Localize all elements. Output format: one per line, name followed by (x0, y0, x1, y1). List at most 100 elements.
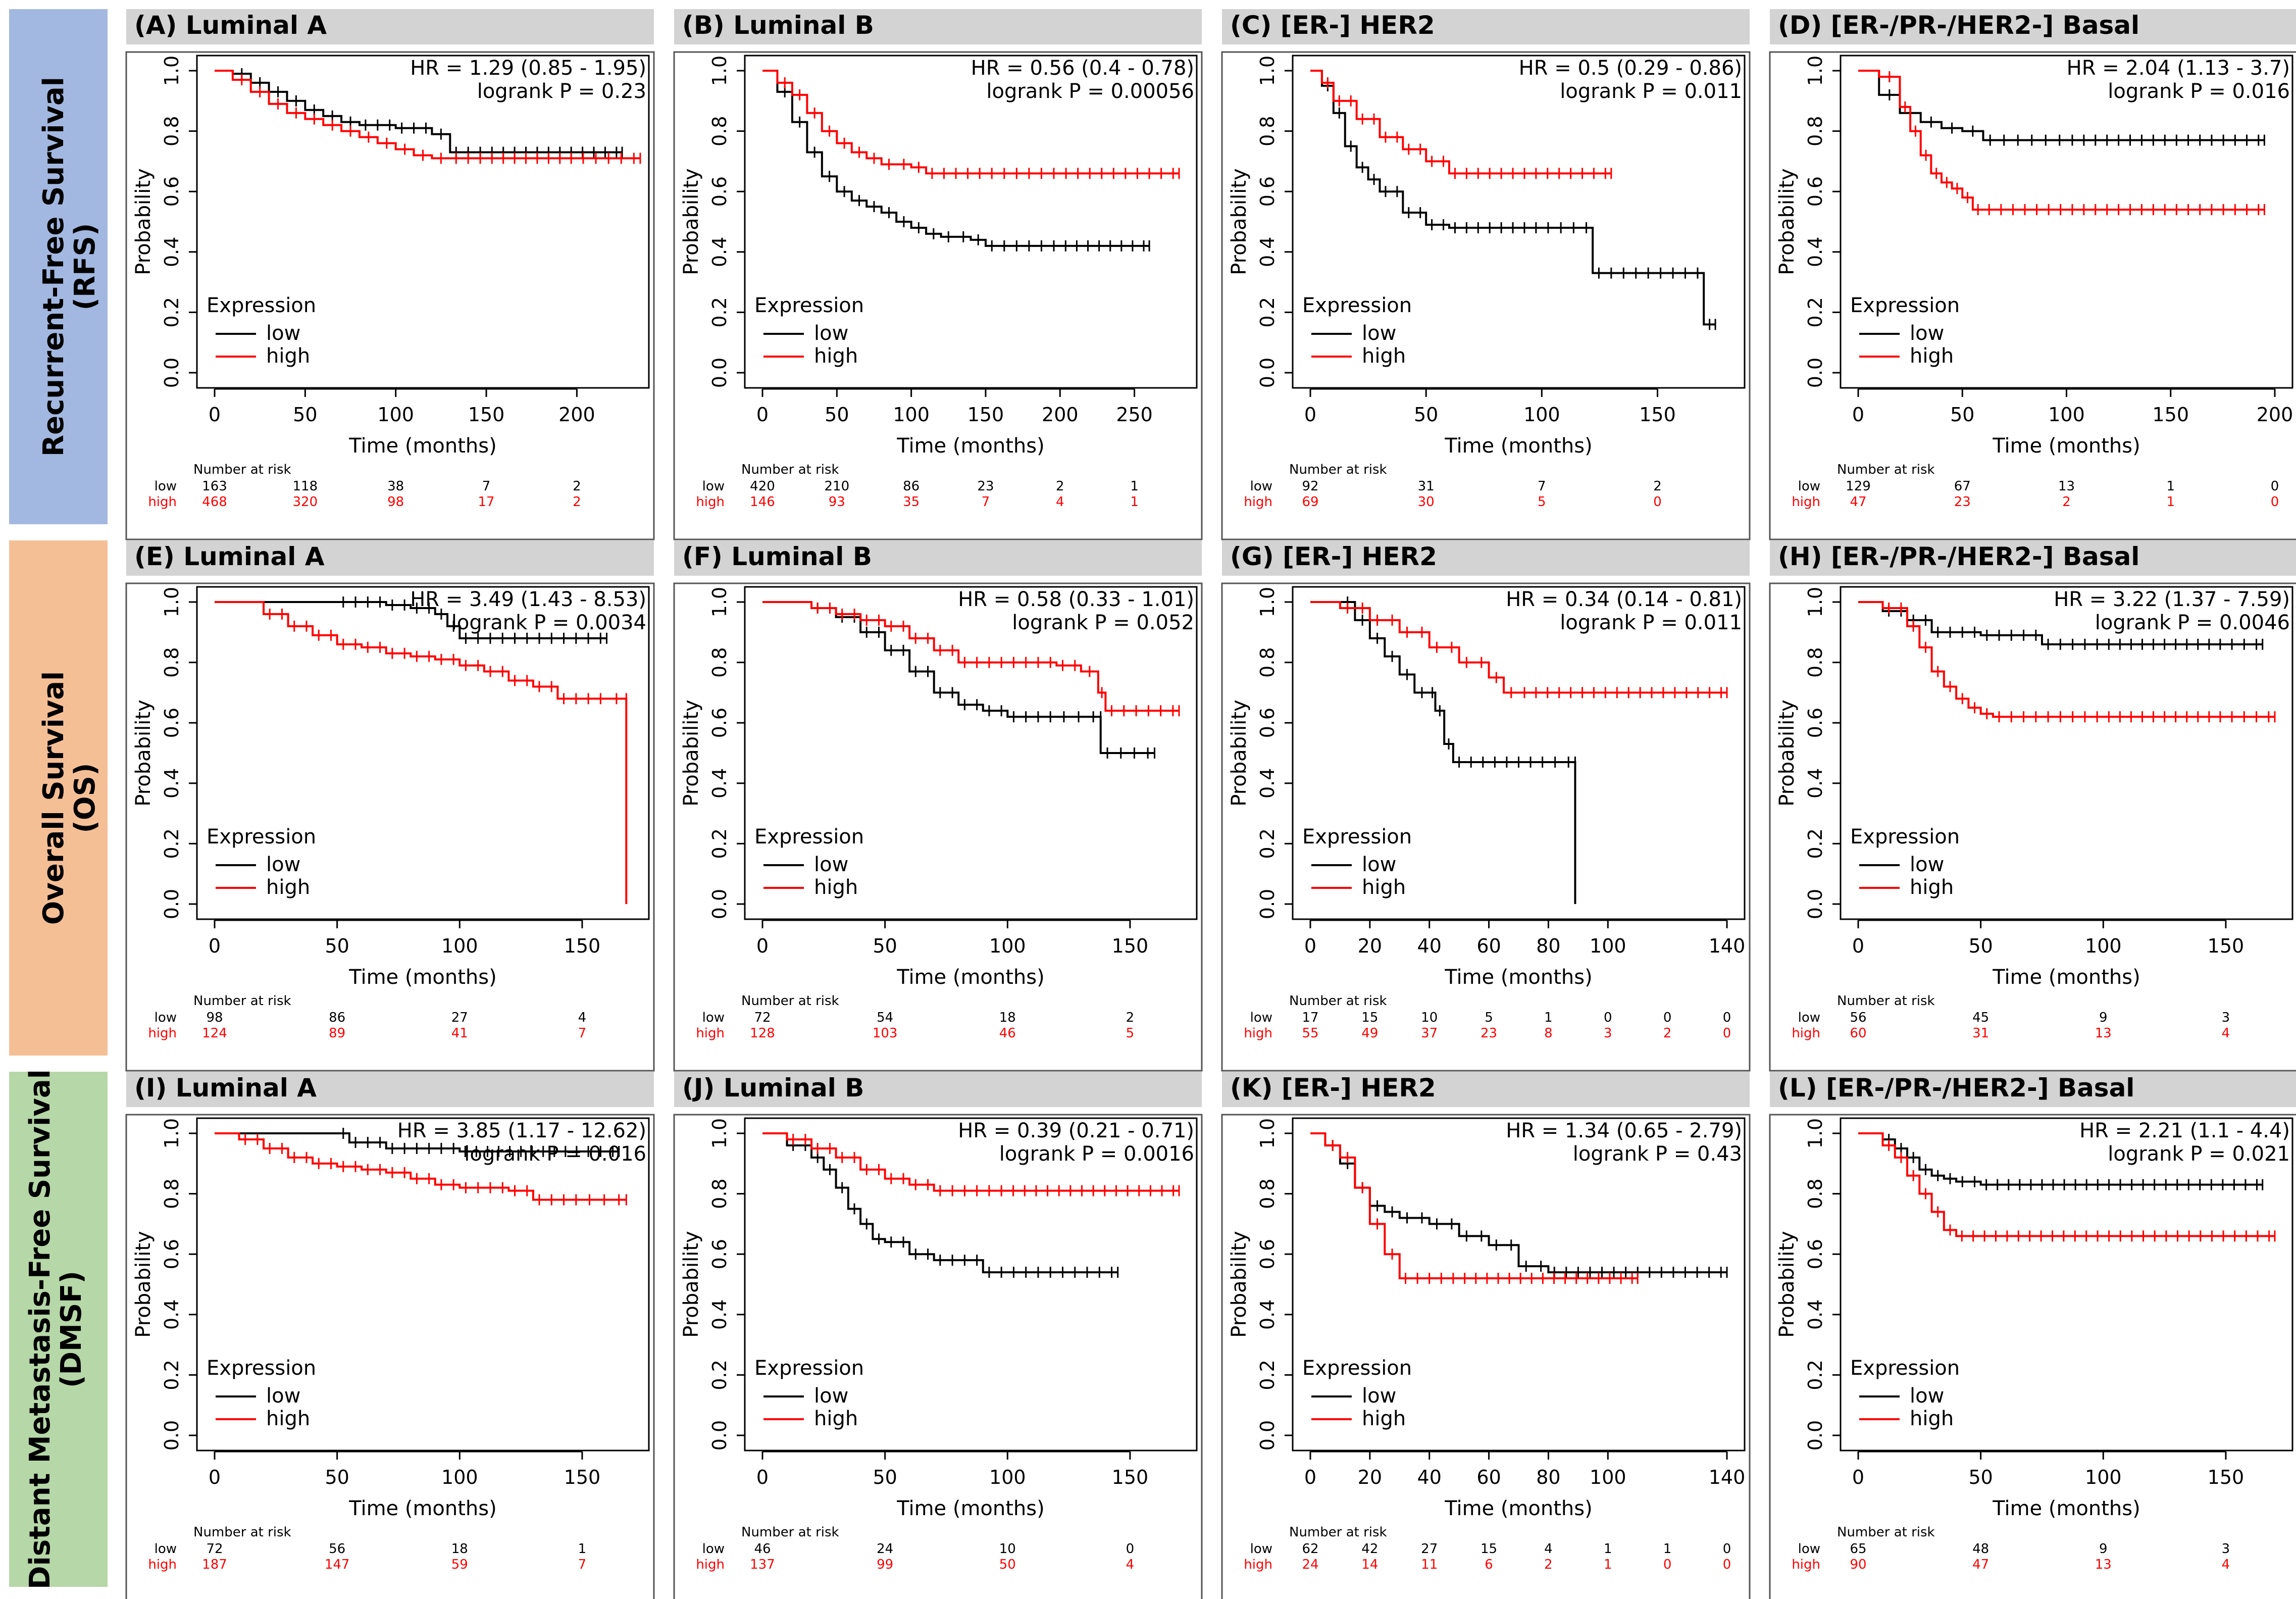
x-tick-label: 80 (1536, 1466, 1560, 1488)
y-tick-label: 0.4 (1256, 1300, 1279, 1330)
legend-label-low: low (814, 322, 848, 345)
y-axis: 0.0 0.2 0.4 0.6 0.8 1.0 (1804, 587, 1842, 919)
risk-count-high: 146 (750, 494, 775, 510)
y-tick-label: 1.0 (1256, 56, 1279, 86)
y-tick-label: 0.6 (1256, 176, 1279, 207)
panel-frame (1769, 1114, 2296, 1599)
legend-label-high: high (1910, 344, 1954, 368)
risk-count-low: 0 (1663, 1010, 1672, 1025)
logrank-p: logrank P = 0.0046 (2095, 611, 2290, 634)
x-tick-label: 150 (1639, 404, 1676, 426)
y-tick-label: 0.8 (1256, 116, 1279, 146)
risk-count-high: 14 (1361, 1557, 1378, 1572)
logrank-p: logrank P = 0.016 (464, 1142, 646, 1166)
risk-count-high: 23 (1481, 1026, 1497, 1041)
y-axis-title: Probability (132, 1231, 155, 1337)
risk-row-label-low: low (1250, 1541, 1272, 1557)
risk-count-low: 67 (1954, 479, 1971, 494)
logrank-p: logrank P = 0.43 (1573, 1142, 1742, 1166)
x-axis: 0 50 100 150 (1852, 1451, 2244, 1488)
y-tick-label: 0.0 (1256, 889, 1279, 919)
x-tick-label: 140 (1709, 935, 1746, 957)
y-axis: 0.0 0.2 0.4 0.6 0.8 1.0 (708, 1118, 746, 1451)
risk-table-title: Number at risk (193, 1525, 291, 1540)
risk-count-low: 9 (2099, 1010, 2108, 1025)
x-axis: 0 50 100 150 (756, 919, 1148, 957)
risk-count-low: 46 (754, 1541, 771, 1557)
row-label-line: (DMSF) (55, 1271, 88, 1388)
x-tick-label: 20 (1358, 935, 1382, 957)
risk-count-low: 0 (1126, 1541, 1135, 1557)
curve-high (1858, 70, 2265, 216)
risk-count-low: 56 (329, 1541, 345, 1557)
curve-high (762, 601, 1180, 717)
y-axis-title: Probability (680, 1231, 703, 1337)
risk-count-low: 72 (206, 1541, 223, 1557)
risk-count-low: 7 (482, 479, 491, 494)
y-tick-label: 1.0 (1256, 1118, 1279, 1148)
y-tick-label: 0.6 (161, 176, 183, 207)
x-tick-label: 0 (1304, 935, 1316, 957)
panel-title-bar (1222, 9, 1750, 44)
risk-count-high: 1 (1604, 1557, 1612, 1572)
risk-count-high: 47 (1850, 494, 1866, 510)
y-tick-label: 0.4 (161, 237, 183, 267)
km-curve-high (1858, 601, 2275, 718)
risk-count-high: 60 (1850, 1026, 1866, 1041)
risk-count-high: 0 (1723, 1026, 1731, 1041)
km-curve-low (1858, 1132, 2263, 1186)
legend-label-low: low (266, 322, 300, 345)
y-axis: 0.0 0.2 0.4 0.6 0.8 1.0 (161, 56, 198, 388)
risk-count-low: 92 (1302, 479, 1318, 494)
row-label-line: (RFS) (69, 223, 101, 311)
hazard-ratio: HR = 3.49 (1.43 - 8.53) (410, 588, 646, 611)
risk-count-high: 49 (1361, 1026, 1378, 1041)
y-tick-label: 0.4 (1804, 1300, 1826, 1330)
curve-high (215, 70, 641, 164)
x-tick-label: 150 (967, 404, 1004, 426)
x-axis-title: Time (months) (1444, 966, 1592, 989)
risk-count-low: 9 (2099, 1541, 2108, 1557)
y-axis: 0.0 0.2 0.4 0.6 0.8 1.0 (161, 587, 198, 919)
risk-count-high: 4 (1126, 1557, 1135, 1572)
risk-count-low: 163 (202, 479, 227, 494)
risk-count-high: 24 (1302, 1557, 1318, 1572)
y-tick-label: 0.2 (708, 828, 731, 859)
risk-count-low: 2 (573, 479, 581, 494)
panel-title: (E) Luminal A (134, 542, 325, 571)
x-axis-title: Time (months) (896, 1497, 1044, 1520)
y-tick-label: 0.8 (1804, 116, 1826, 146)
risk-count-high: 187 (202, 1557, 227, 1572)
hazard-ratio: HR = 1.34 (0.65 - 2.79) (1506, 1119, 1742, 1142)
risk-count-low: 1 (1544, 1010, 1553, 1025)
risk-row-label-low: low (155, 1010, 177, 1025)
survival-panel: (A) Luminal A 0 50 100 150 200 Time (months) 0.… (125, 9, 655, 540)
risk-count-low: 1 (1604, 1541, 1612, 1557)
risk-count-low: 2 (1056, 479, 1064, 494)
y-tick-label: 0.6 (161, 1239, 183, 1269)
panel-frame (1221, 582, 1751, 1072)
risk-count-high: 59 (451, 1557, 468, 1572)
y-axis-title: Probability (680, 168, 703, 275)
risk-count-high: 98 (387, 494, 404, 510)
x-tick-label: 0 (209, 404, 221, 426)
legend-label-low: low (814, 1384, 848, 1408)
risk-count-high: 4 (1056, 494, 1064, 510)
x-axis: 0 50 100 150 200 (1852, 388, 2293, 426)
risk-row-label-low: low (1798, 1541, 1820, 1557)
panel-title-bar (1222, 540, 1750, 576)
km-curve-high (1310, 70, 1611, 175)
risk-table-title: Number at risk (193, 993, 291, 1009)
risk-count-high: 50 (999, 1557, 1016, 1572)
x-axis: 0 50 100 150 (209, 919, 600, 957)
risk-count-high: 41 (451, 1026, 468, 1041)
y-tick-label: 0.4 (161, 1300, 183, 1330)
hazard-ratio: HR = 0.39 (0.21 - 0.71) (958, 1119, 1194, 1142)
y-tick-label: 0.0 (1256, 358, 1279, 388)
